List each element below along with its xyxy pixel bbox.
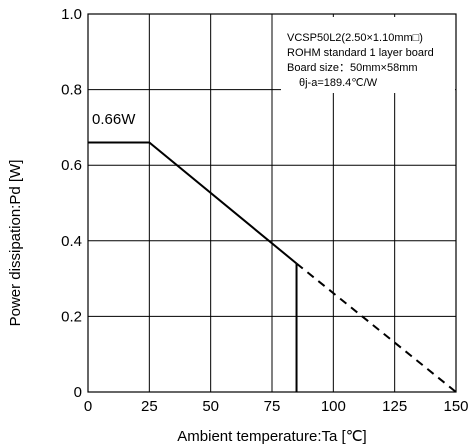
x-tick-label: 100: [321, 398, 346, 415]
y-axis-ticks: 0 0.2 0.4 0.6 0.8 1.0: [61, 6, 82, 401]
grid-lines: [87, 13, 457, 393]
note-box-mask: [281, 17, 455, 93]
x-tick-label: 25: [141, 398, 158, 415]
y-tick-label: 0.4: [61, 233, 82, 250]
y-axis-title: Power dissipation:Pd [W]: [7, 160, 24, 327]
peak-power-label: 0.66W: [92, 111, 136, 128]
plot-area: [88, 141, 457, 393]
extrapolated-derating-line: [295, 262, 457, 393]
board-note-line-1: VCSP50L2(2.50×1.10mm□): [287, 32, 423, 44]
x-axis-title: Ambient temperature:Ta [℃]: [177, 428, 366, 445]
x-tick-label: 75: [264, 398, 281, 415]
board-note-line-4: θj-a=189.4℃/W: [299, 77, 378, 89]
x-tick-label: 0: [84, 398, 92, 415]
y-tick-label: 0.6: [61, 157, 82, 174]
x-axis-ticks: 0 25 50 75 100 125 150: [84, 398, 469, 415]
x-tick-label: 150: [443, 398, 468, 415]
y-tick-label: 1.0: [61, 6, 82, 23]
board-note-line-2: ROHM standard 1 layer board: [287, 47, 434, 59]
x-tick-label: 50: [202, 398, 219, 415]
y-tick-label: 0: [74, 384, 82, 401]
board-note-line-3: Board size：50mm×58mm: [287, 62, 418, 74]
derating-line: [88, 141, 298, 265]
x-tick-label: 125: [382, 398, 407, 415]
y-tick-label: 0.8: [61, 82, 82, 99]
y-tick-label: 0.2: [61, 308, 82, 325]
plot-frame: [87, 13, 457, 393]
